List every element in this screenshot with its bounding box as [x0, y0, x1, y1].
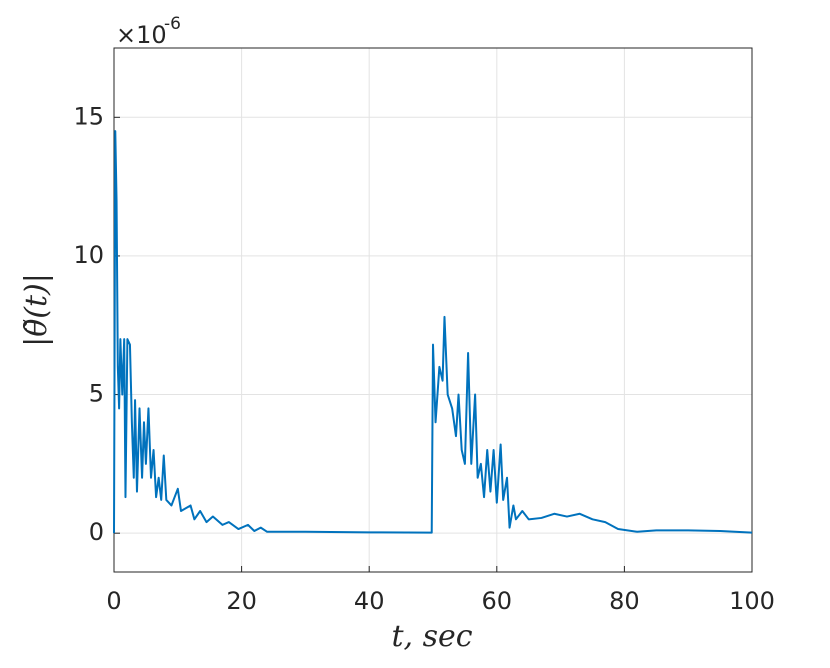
x-tick-label: 20	[226, 587, 257, 615]
x-tick-label: 80	[609, 587, 640, 615]
x-tick-label: 100	[729, 587, 775, 615]
y-scale-base: ×10	[116, 21, 167, 49]
y-axis-label: |θ̃(t)|	[19, 273, 54, 347]
y-tick-label: 5	[89, 380, 104, 408]
y-tick-label: 0	[89, 518, 104, 546]
x-tick-label: 0	[106, 587, 121, 615]
y-tick-label: 15	[73, 102, 104, 130]
y-scale-exponent: -6	[164, 14, 181, 34]
x-tick-label: 60	[482, 587, 513, 615]
x-tick-label: 40	[354, 587, 385, 615]
plot-area: 0 20 40 60 80 100 0 5 10 15	[73, 47, 775, 615]
data-line	[113, 130, 753, 534]
x-axis-label: t, sec	[391, 619, 472, 654]
y-tick-label: 10	[73, 241, 104, 269]
